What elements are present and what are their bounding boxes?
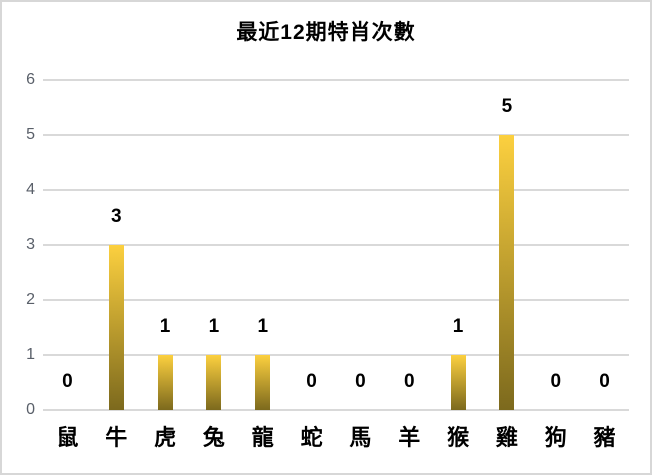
bar [450, 355, 466, 410]
bar [157, 355, 173, 410]
bar-value-label: 0 [62, 371, 73, 392]
y-tick-label: 1 [26, 346, 35, 363]
bar [108, 245, 124, 410]
bar-value-label: 0 [306, 371, 317, 392]
y-tick-label: 6 [26, 71, 35, 88]
bar-value-label: 0 [599, 371, 610, 392]
gridline [43, 189, 629, 191]
bar-value-label: 0 [550, 371, 562, 392]
y-tick-label: 5 [26, 126, 35, 143]
plot-area: 0 1 2 3 4 5 6 0 鼠 3 牛 1 虎 1 兔 1 龍 0 蛇 0 馬 0 羊 1 猴 5 雞 0 狗 0 豬 [26, 72, 629, 450]
chart-title: 最近12期特肖次數 [236, 21, 416, 44]
bar-value-label: 1 [257, 316, 269, 337]
x-category-label: 雞 [495, 425, 518, 450]
bar-value-label: 1 [159, 316, 171, 337]
y-tick-label: 2 [26, 291, 35, 308]
x-category-label: 虎 [154, 425, 177, 450]
bar-value-label: 0 [355, 371, 366, 392]
x-category-label: 豬 [593, 425, 616, 450]
x-category-label: 蛇 [300, 425, 323, 450]
x-category-label: 羊 [398, 425, 421, 450]
x-category-label: 猴 [447, 425, 470, 450]
bar [499, 135, 515, 410]
x-axis-line [43, 409, 629, 411]
x-category-label: 鼠 [56, 425, 79, 450]
x-category-label: 龍 [251, 425, 274, 450]
x-category-label: 兔 [202, 425, 225, 450]
gridline [43, 244, 629, 246]
bar [255, 355, 271, 410]
y-tick-label: 4 [26, 181, 35, 198]
gridline [43, 79, 629, 81]
bar-value-label: 1 [208, 316, 220, 337]
x-category-label: 狗 [544, 425, 567, 450]
x-category-label: 馬 [349, 425, 372, 450]
y-tick-label: 0 [26, 401, 35, 418]
gridline [43, 299, 629, 301]
bar [206, 355, 222, 410]
gridline [43, 134, 629, 136]
x-category-label: 牛 [105, 425, 128, 450]
bar-value-label: 3 [110, 206, 122, 227]
bar-value-label: 0 [403, 371, 415, 392]
y-tick-label: 3 [26, 236, 35, 253]
gridline [43, 354, 629, 356]
bar-value-label: 5 [501, 96, 513, 117]
bar-value-label: 1 [452, 316, 464, 337]
